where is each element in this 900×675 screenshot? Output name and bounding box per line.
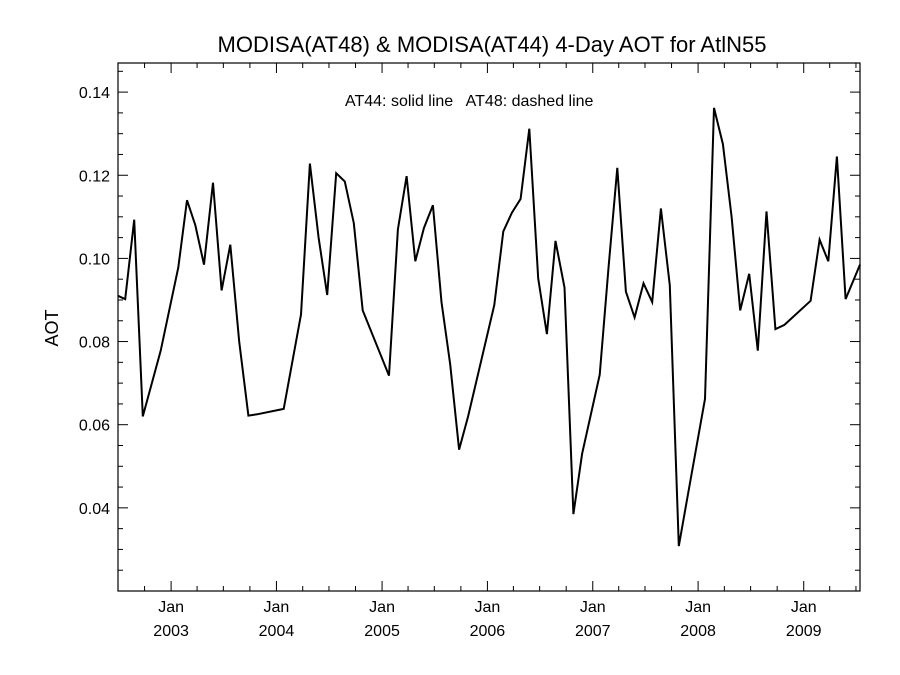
x-tick-label-month: Jan <box>791 599 817 616</box>
x-tick-label-year: 2004 <box>259 623 295 640</box>
x-tick-label-year: 2008 <box>680 623 716 640</box>
x-tick-label-year: 2009 <box>786 623 822 640</box>
x-tick-label-year: 2003 <box>153 623 189 640</box>
plot-frame <box>117 62 861 592</box>
x-tick-label-month: Jan <box>580 599 606 616</box>
plot-area: 0.04 0.06 0.08 0.10 0.12 0.14 Jan 2003 Jan 2004 Ja… <box>79 62 861 640</box>
y-tick-label: 0.08 <box>79 335 110 352</box>
y-tick-label: 0.04 <box>79 501 110 518</box>
chart-title: MODISA(AT48) & MODISA(AT44) 4-Day AOT fo… <box>218 32 767 57</box>
legend-annotation: AT44: solid line AT48: dashed line <box>345 93 594 110</box>
y-tick-label: 0.12 <box>79 168 110 185</box>
x-tick-label-year: 2006 <box>470 623 506 640</box>
y-tick-label: 0.10 <box>79 251 110 268</box>
y-tick-label: 0.06 <box>79 418 110 435</box>
x-tick-label-month: Jan <box>158 599 184 616</box>
series-line-solid <box>117 107 861 547</box>
y-tick-label: 0.14 <box>79 85 110 102</box>
x-tick-label-month: Jan <box>475 599 501 616</box>
x-tick-label-year: 2007 <box>575 623 611 640</box>
x-tick-label-year: 2005 <box>364 623 400 640</box>
y-axis-label: AOT <box>42 309 62 346</box>
x-tick-label-month: Jan <box>685 599 711 616</box>
x-tick-label-month: Jan <box>369 599 395 616</box>
x-tick-label-month: Jan <box>264 599 290 616</box>
